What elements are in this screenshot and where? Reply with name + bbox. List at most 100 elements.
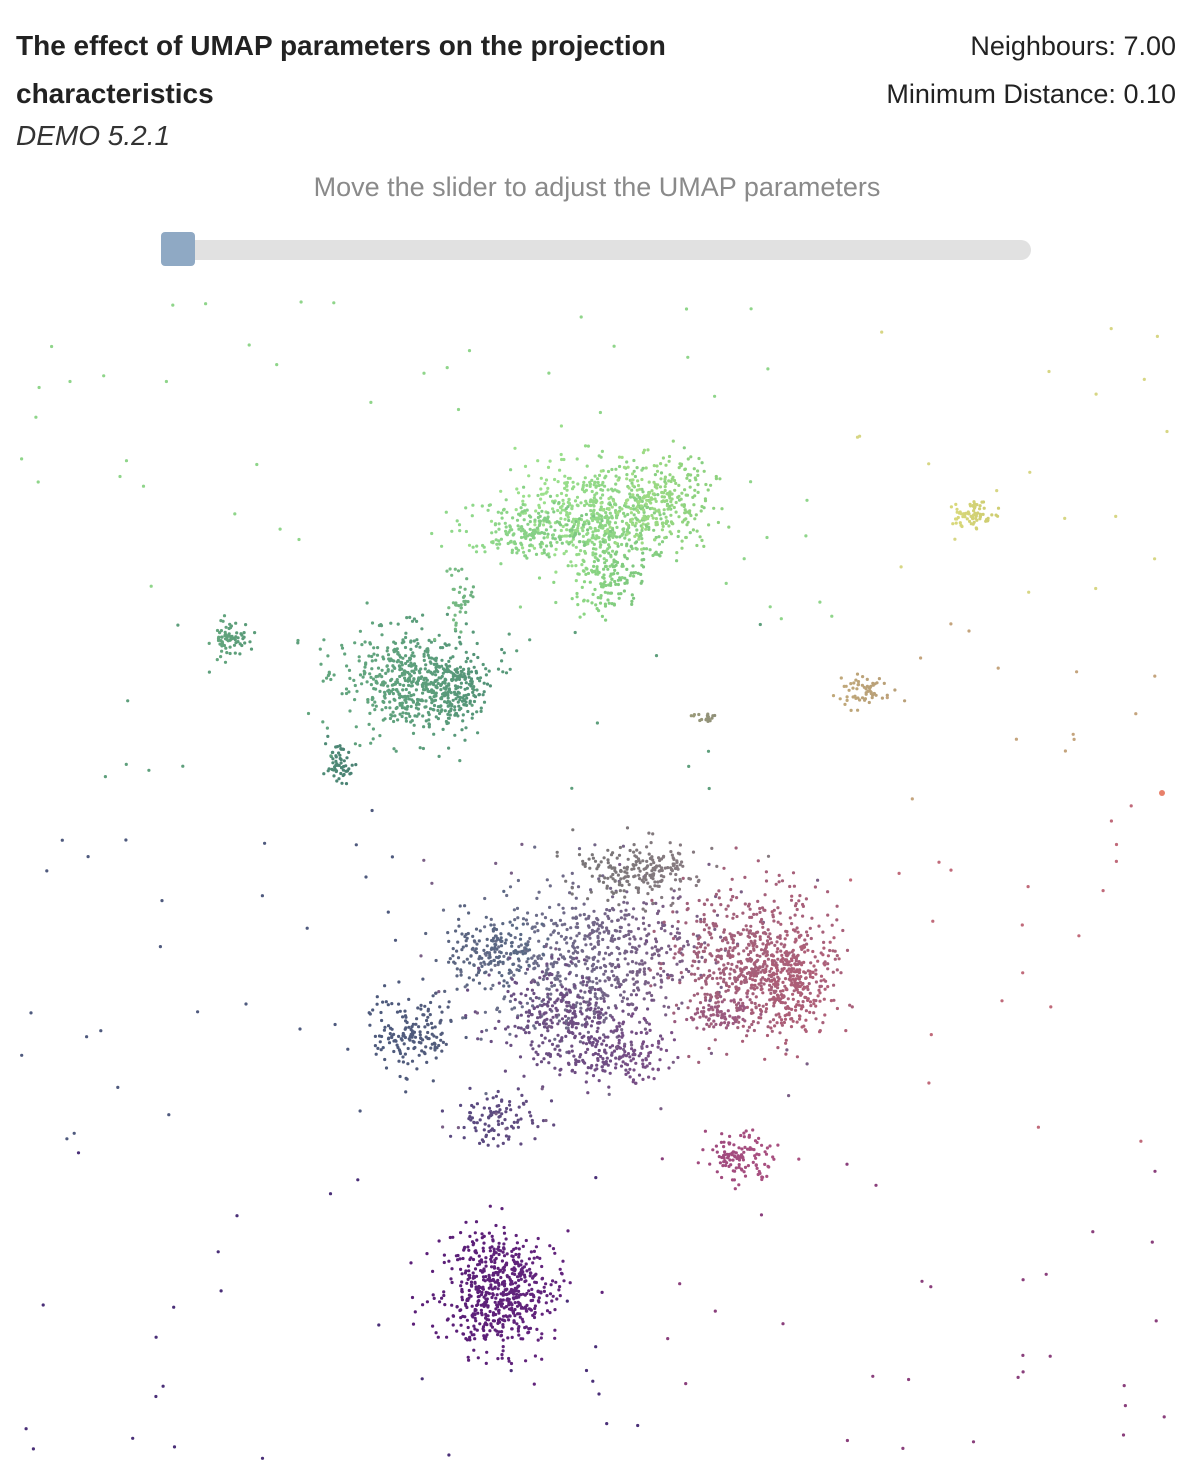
- scatter-point: [588, 580, 592, 584]
- scatter-point: [720, 1013, 724, 1017]
- scatter-point: [520, 510, 525, 514]
- scatter-point: [341, 768, 345, 772]
- scatter-point: [606, 945, 610, 950]
- scatter-point: [363, 640, 367, 644]
- scatter-point: [833, 957, 837, 961]
- scatter-point: [715, 1010, 719, 1014]
- scatter-point: [731, 1021, 735, 1026]
- scatter-point: [796, 1000, 800, 1004]
- scatter-point: [519, 943, 523, 947]
- scatter-point: [791, 928, 796, 932]
- scatter-point: [528, 520, 532, 524]
- scatter-point: [424, 1045, 428, 1049]
- scatter-point: [835, 918, 839, 922]
- scatter-point: [712, 1019, 716, 1023]
- scatter-point: [719, 1010, 723, 1014]
- scatter-point: [789, 1017, 793, 1021]
- scatter-point: [732, 912, 736, 916]
- scatter-point: [709, 1013, 713, 1017]
- scatter-point: [471, 630, 475, 634]
- scatter-point: [744, 965, 749, 970]
- scatter-point: [583, 551, 588, 555]
- scatter-point: [509, 941, 514, 945]
- scatter-point: [330, 767, 334, 772]
- scatter-point: [702, 920, 706, 924]
- scatter-point: [590, 478, 594, 482]
- scatter-point: [389, 713, 393, 717]
- scatter-point: [580, 949, 584, 953]
- scatter-point: [464, 506, 468, 510]
- scatter-point: [791, 997, 795, 1001]
- slider-handle[interactable]: [161, 232, 195, 266]
- scatter-point: [606, 1006, 611, 1010]
- scatter-point: [472, 963, 476, 967]
- scatter-point: [419, 1003, 423, 1008]
- scatter-point: [492, 1252, 496, 1256]
- scatter-point: [716, 1000, 720, 1004]
- scatter-point: [571, 480, 575, 484]
- scatter-point: [573, 984, 577, 988]
- scatter-point: [636, 483, 641, 488]
- scatter-point: [772, 1004, 776, 1008]
- scatter-point: [644, 527, 648, 531]
- scatter-point: [795, 1003, 799, 1007]
- scatter-point: [388, 1032, 392, 1036]
- scatter-point: [640, 477, 644, 482]
- scatter-point: [792, 989, 796, 993]
- scatter-point: [654, 535, 658, 540]
- scatter-point: [630, 1047, 634, 1051]
- scatter-point: [528, 538, 533, 542]
- scatter-point: [587, 925, 591, 929]
- scatter-point: [649, 984, 653, 988]
- scatter-point: [565, 540, 569, 544]
- scatter-point: [577, 847, 582, 851]
- scatter-point: [564, 1000, 568, 1004]
- scatter-point: [557, 957, 561, 961]
- scatter-point: [552, 929, 556, 933]
- scatter-point: [396, 680, 400, 685]
- scatter-point: [652, 976, 656, 980]
- scatter-point: [583, 864, 587, 869]
- scatter-point: [617, 596, 621, 600]
- scatter-point: [636, 533, 640, 537]
- scatter-point: [746, 904, 751, 908]
- scatter-point: [573, 499, 578, 503]
- umap-parameter-slider[interactable]: [161, 232, 1031, 266]
- scatter-point: [397, 1059, 401, 1063]
- scatter-point: [349, 771, 353, 775]
- scatter-point: [560, 1017, 565, 1021]
- scatter-point: [617, 1041, 621, 1045]
- scatter-point: [591, 530, 595, 534]
- scatter-point: [764, 1007, 769, 1011]
- scatter-point: [594, 1003, 598, 1008]
- scatter-point: [458, 665, 463, 669]
- scatter-point: [604, 618, 608, 622]
- scatter-point: [495, 947, 499, 951]
- scatter-point: [655, 469, 660, 473]
- scatter-point: [629, 1040, 633, 1044]
- scatter-point: [733, 1169, 737, 1173]
- scatter-point: [599, 596, 603, 600]
- scatter-point: [519, 965, 523, 969]
- scatter-point: [331, 757, 335, 761]
- scatter-point: [634, 1081, 638, 1085]
- slider-track[interactable]: [161, 240, 1031, 260]
- scatter-point: [764, 870, 769, 874]
- scatter-point: [794, 1008, 798, 1012]
- scatter-point: [370, 667, 374, 671]
- scatter-point: [376, 646, 380, 650]
- scatter-point: [608, 1071, 612, 1075]
- scatter-point: [710, 936, 714, 940]
- scatter-point: [471, 503, 475, 507]
- scatter-point: [652, 528, 656, 532]
- scatter-point: [615, 535, 619, 539]
- scatter-point: [479, 961, 483, 966]
- scatter-point: [603, 484, 607, 488]
- scatter-point: [480, 1232, 484, 1236]
- scatter-point: [814, 1004, 818, 1008]
- scatter-point: [757, 1003, 761, 1008]
- scatter-point: [474, 1129, 478, 1133]
- scatter-point: [606, 567, 610, 571]
- scatter-point: [684, 921, 688, 925]
- scatter-point: [752, 912, 756, 917]
